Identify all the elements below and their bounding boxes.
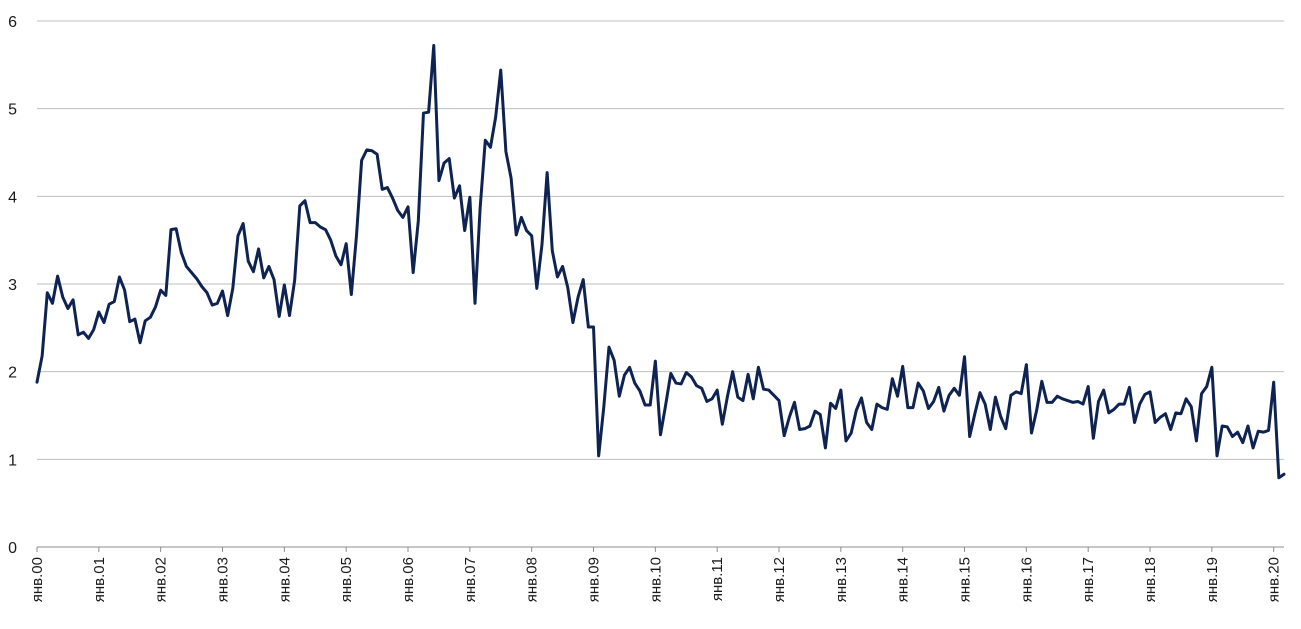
x-tick-label: янв.00 xyxy=(29,557,46,602)
x-tick-label: янв.10 xyxy=(647,557,664,602)
y-tick-label: 3 xyxy=(8,277,17,294)
y-tick-label: 5 xyxy=(8,102,17,119)
y-tick-label: 6 xyxy=(8,14,17,31)
x-tick-label: янв.16 xyxy=(1018,557,1035,602)
y-tick-label: 0 xyxy=(8,540,17,557)
x-tick-label: янв.08 xyxy=(524,557,541,602)
x-tick-label: янв.20 xyxy=(1266,557,1283,602)
x-tick-label: янв.12 xyxy=(771,557,788,602)
x-tick-label: янв.01 xyxy=(91,557,108,602)
y-axis-ticks: 0 1 2 3 4 5 6 xyxy=(8,14,17,557)
y-tick-label: 2 xyxy=(8,365,17,382)
x-tick-label: янв.15 xyxy=(957,557,974,602)
x-tick-label: янв.18 xyxy=(1142,557,1159,602)
x-tick-label: янв.03 xyxy=(215,557,232,602)
x-tick-label: янв.07 xyxy=(462,557,479,602)
x-tick-label: янв.19 xyxy=(1204,557,1221,602)
x-axis-ticks: янв.00 янв.01 янв.02 янв.03 янв.04 янв.05 янв.… xyxy=(29,547,1283,602)
x-tick-label: янв.06 xyxy=(400,557,417,602)
x-tick-label: янв.05 xyxy=(338,557,355,602)
x-tick-label: янв.04 xyxy=(276,557,293,602)
x-tick-label: янв.11 xyxy=(709,557,726,601)
x-tick-label: янв.02 xyxy=(153,557,170,602)
y-tick-label: 1 xyxy=(8,452,17,469)
series-line-group xyxy=(35,44,1286,480)
x-tick-label: янв.17 xyxy=(1080,557,1097,602)
gridlines xyxy=(37,20,1284,460)
x-tick-label: янв.14 xyxy=(895,557,912,602)
y-tick-label: 4 xyxy=(8,189,17,206)
series-line xyxy=(35,44,1286,480)
x-tick-label: янв.09 xyxy=(586,557,603,602)
x-tick-label: янв.13 xyxy=(833,557,850,602)
